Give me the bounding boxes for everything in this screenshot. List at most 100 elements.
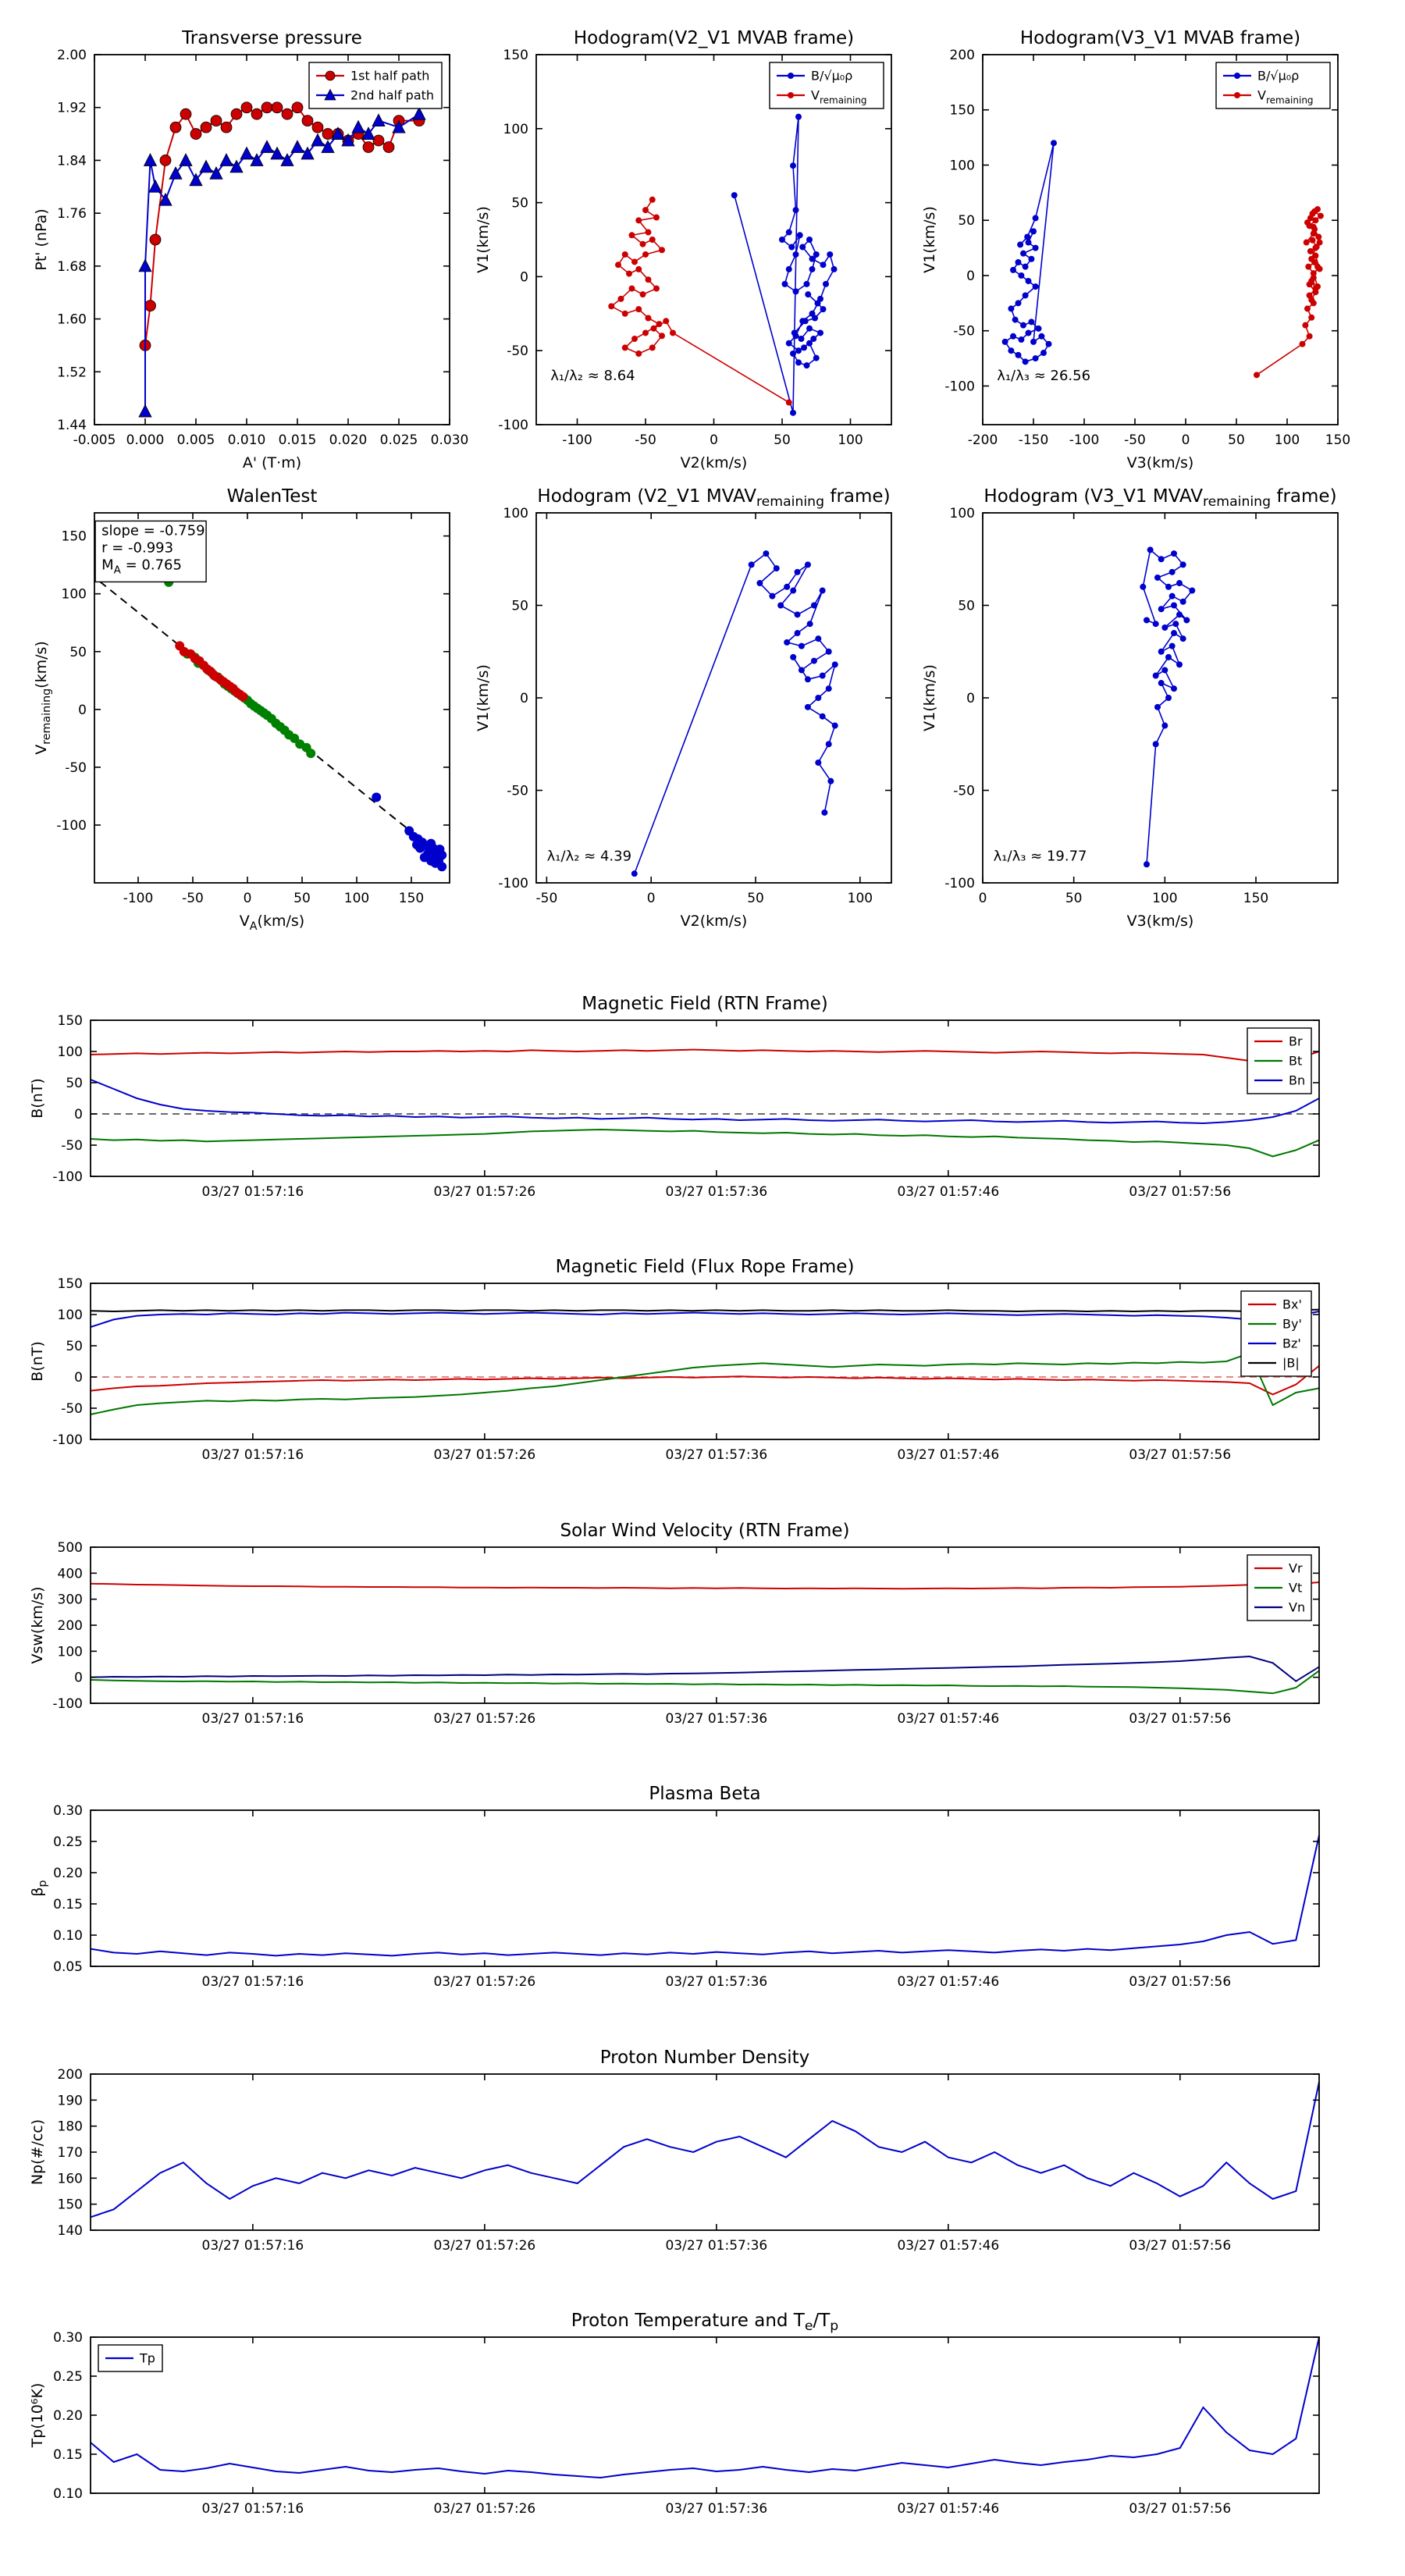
svg-text:V1(km/s): V1(km/s) <box>921 206 938 273</box>
svg-text:V3(km/s): V3(km/s) <box>1127 454 1194 471</box>
svg-text:V2(km/s): V2(km/s) <box>681 913 748 930</box>
svg-text:50: 50 <box>66 1076 83 1091</box>
svg-text:1st half path: 1st half path <box>350 69 429 84</box>
svg-text:100: 100 <box>503 122 528 137</box>
svg-text:Vremaining: Vremaining <box>811 88 867 106</box>
svg-text:50: 50 <box>69 645 87 660</box>
svg-text:140: 140 <box>58 2223 83 2239</box>
svg-text:0: 0 <box>647 891 656 906</box>
svg-text:Proton Number Density: Proton Number Density <box>600 2048 810 2068</box>
svg-text:0.005: 0.005 <box>177 432 215 448</box>
svg-text:0: 0 <box>710 432 718 448</box>
svg-text:-50: -50 <box>507 343 528 359</box>
svg-text:03/27 01:57:56: 03/27 01:57:56 <box>1129 2501 1231 2517</box>
svg-text:Vsw(km/s): Vsw(km/s) <box>29 1586 46 1663</box>
svg-text:50: 50 <box>1065 891 1083 906</box>
svg-text:170: 170 <box>58 2145 83 2161</box>
svg-text:200: 200 <box>58 2067 83 2083</box>
svg-text:βp: βp <box>29 1880 49 1896</box>
plot-magnetic-field-rtn: 03/27 01:57:16 03/27 01:57:26 03/27 01:57:… <box>29 994 1320 1200</box>
svg-text:200: 200 <box>950 48 975 63</box>
svg-text:150: 150 <box>58 1013 83 1029</box>
svg-text:λ₁/λ₃ ≈ 19.77: λ₁/λ₃ ≈ 19.77 <box>994 849 1087 865</box>
svg-text:190: 190 <box>58 2093 83 2108</box>
svg-text:|B|: |B| <box>1282 1356 1300 1371</box>
svg-text:B/√μ₀ρ: B/√μ₀ρ <box>1257 69 1299 84</box>
svg-text:Br: Br <box>1289 1034 1303 1049</box>
svg-text:0: 0 <box>520 269 528 285</box>
svg-text:Magnetic Field (RTN Frame): Magnetic Field (RTN Frame) <box>582 994 828 1014</box>
svg-text:150: 150 <box>399 891 424 906</box>
plot-walen-test: -100 -50 0 50 100 150 -100 -50 0 50 100 150 WalenTes… <box>33 486 450 933</box>
svg-text:Hodogram (V2_V1 MVAVremaining: Hodogram (V2_V1 MVAVremaining frame) <box>537 486 890 510</box>
svg-text:Vremaining(km/s): Vremaining(km/s) <box>33 641 53 755</box>
svg-text:-50: -50 <box>61 1401 83 1417</box>
svg-text:1.76: 1.76 <box>57 206 87 222</box>
svg-text:100: 100 <box>1275 432 1300 448</box>
svg-text:-0.005: -0.005 <box>73 432 116 448</box>
svg-text:V2(km/s): V2(km/s) <box>681 454 748 471</box>
svg-text:Plasma Beta: Plasma Beta <box>649 1784 760 1804</box>
svg-text:-50: -50 <box>1124 432 1146 448</box>
svg-text:03/27 01:57:46: 03/27 01:57:46 <box>897 2501 999 2517</box>
svg-text:100: 100 <box>62 587 87 603</box>
svg-text:Tp(10⁶K): Tp(10⁶K) <box>29 2383 46 2449</box>
svg-text:1.92: 1.92 <box>57 101 87 116</box>
svg-text:-200: -200 <box>968 432 998 448</box>
svg-text:Hodogram(V3_V1 MVAB frame): Hodogram(V3_V1 MVAB frame) <box>1020 28 1300 48</box>
svg-text:180: 180 <box>58 2119 83 2135</box>
plot-proton-density: 03/27 01:57:16 03/27 01:57:26 03/27 01:57:… <box>29 2048 1320 2254</box>
svg-text:V1(km/s): V1(km/s) <box>921 664 938 731</box>
svg-text:MA = 0.765: MA = 0.765 <box>101 557 182 576</box>
svg-text:03/27 01:57:26: 03/27 01:57:26 <box>433 2238 535 2254</box>
svg-text:03/27 01:57:16: 03/27 01:57:16 <box>202 1974 304 1990</box>
svg-text:0: 0 <box>1182 432 1190 448</box>
svg-text:-50: -50 <box>182 891 204 906</box>
svg-text:0: 0 <box>78 703 87 718</box>
svg-text:100: 100 <box>1152 891 1177 906</box>
svg-text:Hodogram(V2_V1 MVAB frame): Hodogram(V2_V1 MVAB frame) <box>574 28 854 48</box>
svg-text:100: 100 <box>58 1044 83 1060</box>
svg-text:Np(#/cc): Np(#/cc) <box>29 2119 46 2185</box>
svg-text:03/27 01:57:56: 03/27 01:57:56 <box>1129 1711 1231 1727</box>
plot-plasma-beta: 03/27 01:57:16 03/27 01:57:26 03/27 01:57:… <box>29 1784 1320 1990</box>
svg-text:-100: -100 <box>1069 432 1100 448</box>
svg-text:0: 0 <box>74 1370 83 1386</box>
svg-text:03/27 01:57:46: 03/27 01:57:46 <box>897 1447 999 1463</box>
plot-proton-temperature: 03/27 01:57:16 03/27 01:57:26 03/27 01:57:… <box>29 2311 1320 2517</box>
svg-text:150: 150 <box>1325 432 1350 448</box>
svg-text:03/27 01:57:36: 03/27 01:57:36 <box>665 1711 767 1727</box>
svg-text:150: 150 <box>503 48 528 63</box>
svg-text:0: 0 <box>74 1670 83 1686</box>
svg-text:Vr: Vr <box>1289 1561 1303 1576</box>
svg-text:0: 0 <box>520 691 528 706</box>
svg-text:-50: -50 <box>953 324 975 340</box>
svg-text:03/27 01:57:56: 03/27 01:57:56 <box>1129 2238 1231 2254</box>
svg-text:-50: -50 <box>535 891 557 906</box>
svg-text:V3(km/s): V3(km/s) <box>1127 913 1194 930</box>
svg-text:150: 150 <box>58 1276 83 1292</box>
svg-text:03/27 01:57:26: 03/27 01:57:26 <box>433 1184 535 1200</box>
svg-text:B/√μ₀ρ: B/√μ₀ρ <box>811 69 852 84</box>
svg-text:Hodogram (V3_V1 MVAVremaining: Hodogram (V3_V1 MVAVremaining frame) <box>984 486 1336 510</box>
svg-text:0.30: 0.30 <box>53 2330 83 2346</box>
svg-text:150: 150 <box>1243 891 1268 906</box>
svg-text:50: 50 <box>747 891 764 906</box>
svg-text:50: 50 <box>293 891 311 906</box>
svg-text:0.15: 0.15 <box>53 1897 83 1912</box>
svg-text:0.000: 0.000 <box>126 432 165 448</box>
svg-text:WalenTest: WalenTest <box>227 486 318 507</box>
svg-text:0.10: 0.10 <box>53 2486 83 2502</box>
svg-text:50: 50 <box>66 1339 83 1354</box>
svg-text:0.25: 0.25 <box>53 1834 83 1850</box>
svg-text:03/27 01:57:16: 03/27 01:57:16 <box>202 1184 304 1200</box>
plot-hodogram-v2v1-mvav: -50 0 50 100 -100 -50 0 50 100 Hodogram (V2_V1 MV… <box>475 486 892 930</box>
svg-text:100: 100 <box>848 891 873 906</box>
svg-text:150: 150 <box>950 103 975 119</box>
svg-text:0.05: 0.05 <box>53 1959 83 1975</box>
svg-text:100: 100 <box>838 432 863 448</box>
svg-text:0: 0 <box>74 1107 83 1123</box>
svg-text:Transverse pressure: Transverse pressure <box>181 28 362 48</box>
svg-text:0: 0 <box>966 269 975 284</box>
